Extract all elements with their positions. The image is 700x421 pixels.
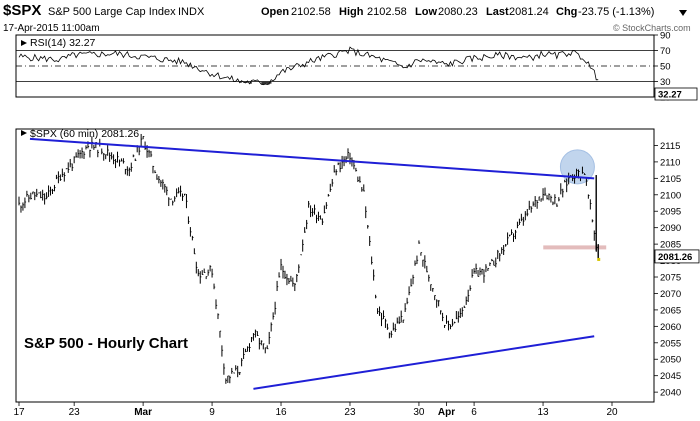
x-tick-label: Mar	[134, 407, 152, 418]
exchange-label: INDX	[178, 6, 205, 18]
price-tick-label: 2090	[660, 223, 681, 234]
watermark: © StockCharts.com	[613, 23, 691, 33]
price-tick-label: 2110	[660, 157, 680, 168]
symbol-text: $SPX	[3, 2, 41, 19]
price-axis: 2115211021052100209520902085208020752070…	[654, 141, 681, 399]
x-tick-label: 30	[413, 407, 425, 418]
high-label: High	[339, 6, 364, 18]
index-name: S&P 500 Large Cap Index	[48, 6, 176, 18]
price-tick-label: 2085	[660, 240, 681, 251]
rsi-fill-segment	[263, 81, 266, 85]
price-label: $SPX (60 min) 2081.26	[30, 128, 139, 140]
price-tick-label: 2105	[660, 174, 681, 185]
chg-value: -23.75 (-1.13%)	[578, 6, 654, 18]
open-value: 2102.58	[291, 6, 331, 18]
price-tick-label: 2050	[660, 355, 681, 366]
rsi-last-tag: 32.27	[654, 87, 698, 101]
price-bars	[18, 133, 601, 384]
price-frame	[15, 128, 655, 403]
x-tick-label: 20	[606, 407, 618, 418]
price-tick-label: 2045	[660, 371, 681, 382]
rsi-line	[18, 46, 599, 86]
high-value: 2102.58	[367, 6, 407, 18]
chart-annotation: S&P 500 - Hourly Chart	[24, 335, 188, 352]
x-axis: 17 23 Mar 9 16 23 30 Apr 6 13 20	[13, 402, 618, 418]
x-tick-label: 23	[344, 407, 356, 418]
last-price-dot	[597, 257, 601, 261]
rsi-tick-label: 90	[660, 31, 671, 42]
support-band	[543, 245, 607, 250]
rsi-fill-segment	[269, 81, 272, 84]
x-tick-label: 9	[209, 407, 215, 418]
chg-label: Chg	[556, 6, 577, 18]
rsi-fill-segment	[243, 81, 246, 83]
last-value: 2081.24	[509, 6, 549, 18]
rsi-grid	[16, 50, 654, 82]
low-label: Low	[415, 6, 437, 18]
price-tick-label: 2060	[660, 322, 681, 333]
rsi-tick-label: 50	[660, 62, 671, 73]
x-tick-label: 16	[275, 407, 287, 418]
price-tick-label: 2095	[660, 207, 681, 218]
price-tick-label: 2115	[660, 141, 680, 152]
rsi-panel: 9070503010 RSI(14) 32.27 32.27	[15, 31, 698, 104]
x-tick-label: 23	[69, 407, 81, 418]
lower-trendline	[253, 335, 595, 390]
open-label: Open	[261, 6, 289, 18]
rsi-label: RSI(14) 32.27	[30, 37, 96, 49]
price-tick-label: 2055	[660, 338, 681, 349]
rsi-fill-segment	[267, 81, 270, 85]
last-label: Last	[486, 6, 509, 18]
price-panel: 2115211021052100209520902085208020752070…	[15, 128, 700, 403]
rsi-tick-label: 70	[660, 46, 671, 57]
price-tick-label: 2040	[660, 388, 681, 399]
rsi-fill-segment	[261, 81, 264, 85]
low-value: 2080.23	[438, 6, 478, 18]
svg-text:32.27: 32.27	[658, 90, 682, 101]
rsi-tick-label: 30	[660, 77, 671, 88]
chart-header: $SPX S&P 500 Large Cap Index INDX 17-Apr…	[3, 2, 691, 34]
price-tick-label: 2065	[660, 305, 681, 316]
x-tick-label: 13	[537, 407, 549, 418]
x-tick-label: 17	[13, 407, 25, 418]
price-tick-label: 2100	[660, 190, 681, 201]
price-tick-label: 2075	[660, 273, 681, 284]
price-tick-label: 2070	[660, 289, 681, 300]
rsi-fill-segment	[265, 81, 268, 84]
upper-trendline	[29, 137, 595, 180]
triangle-down-icon[interactable]	[679, 10, 687, 16]
price-last-tag: 2081.26	[654, 249, 700, 264]
x-tick-label: Apr	[438, 407, 455, 418]
rsi-marker-icon	[21, 40, 27, 46]
svg-text:2081.26: 2081.26	[658, 252, 692, 263]
x-tick-label: 6	[471, 407, 477, 418]
chart-date: 17-Apr-2015 11:00am	[3, 23, 100, 34]
price-marker-icon	[21, 130, 27, 136]
